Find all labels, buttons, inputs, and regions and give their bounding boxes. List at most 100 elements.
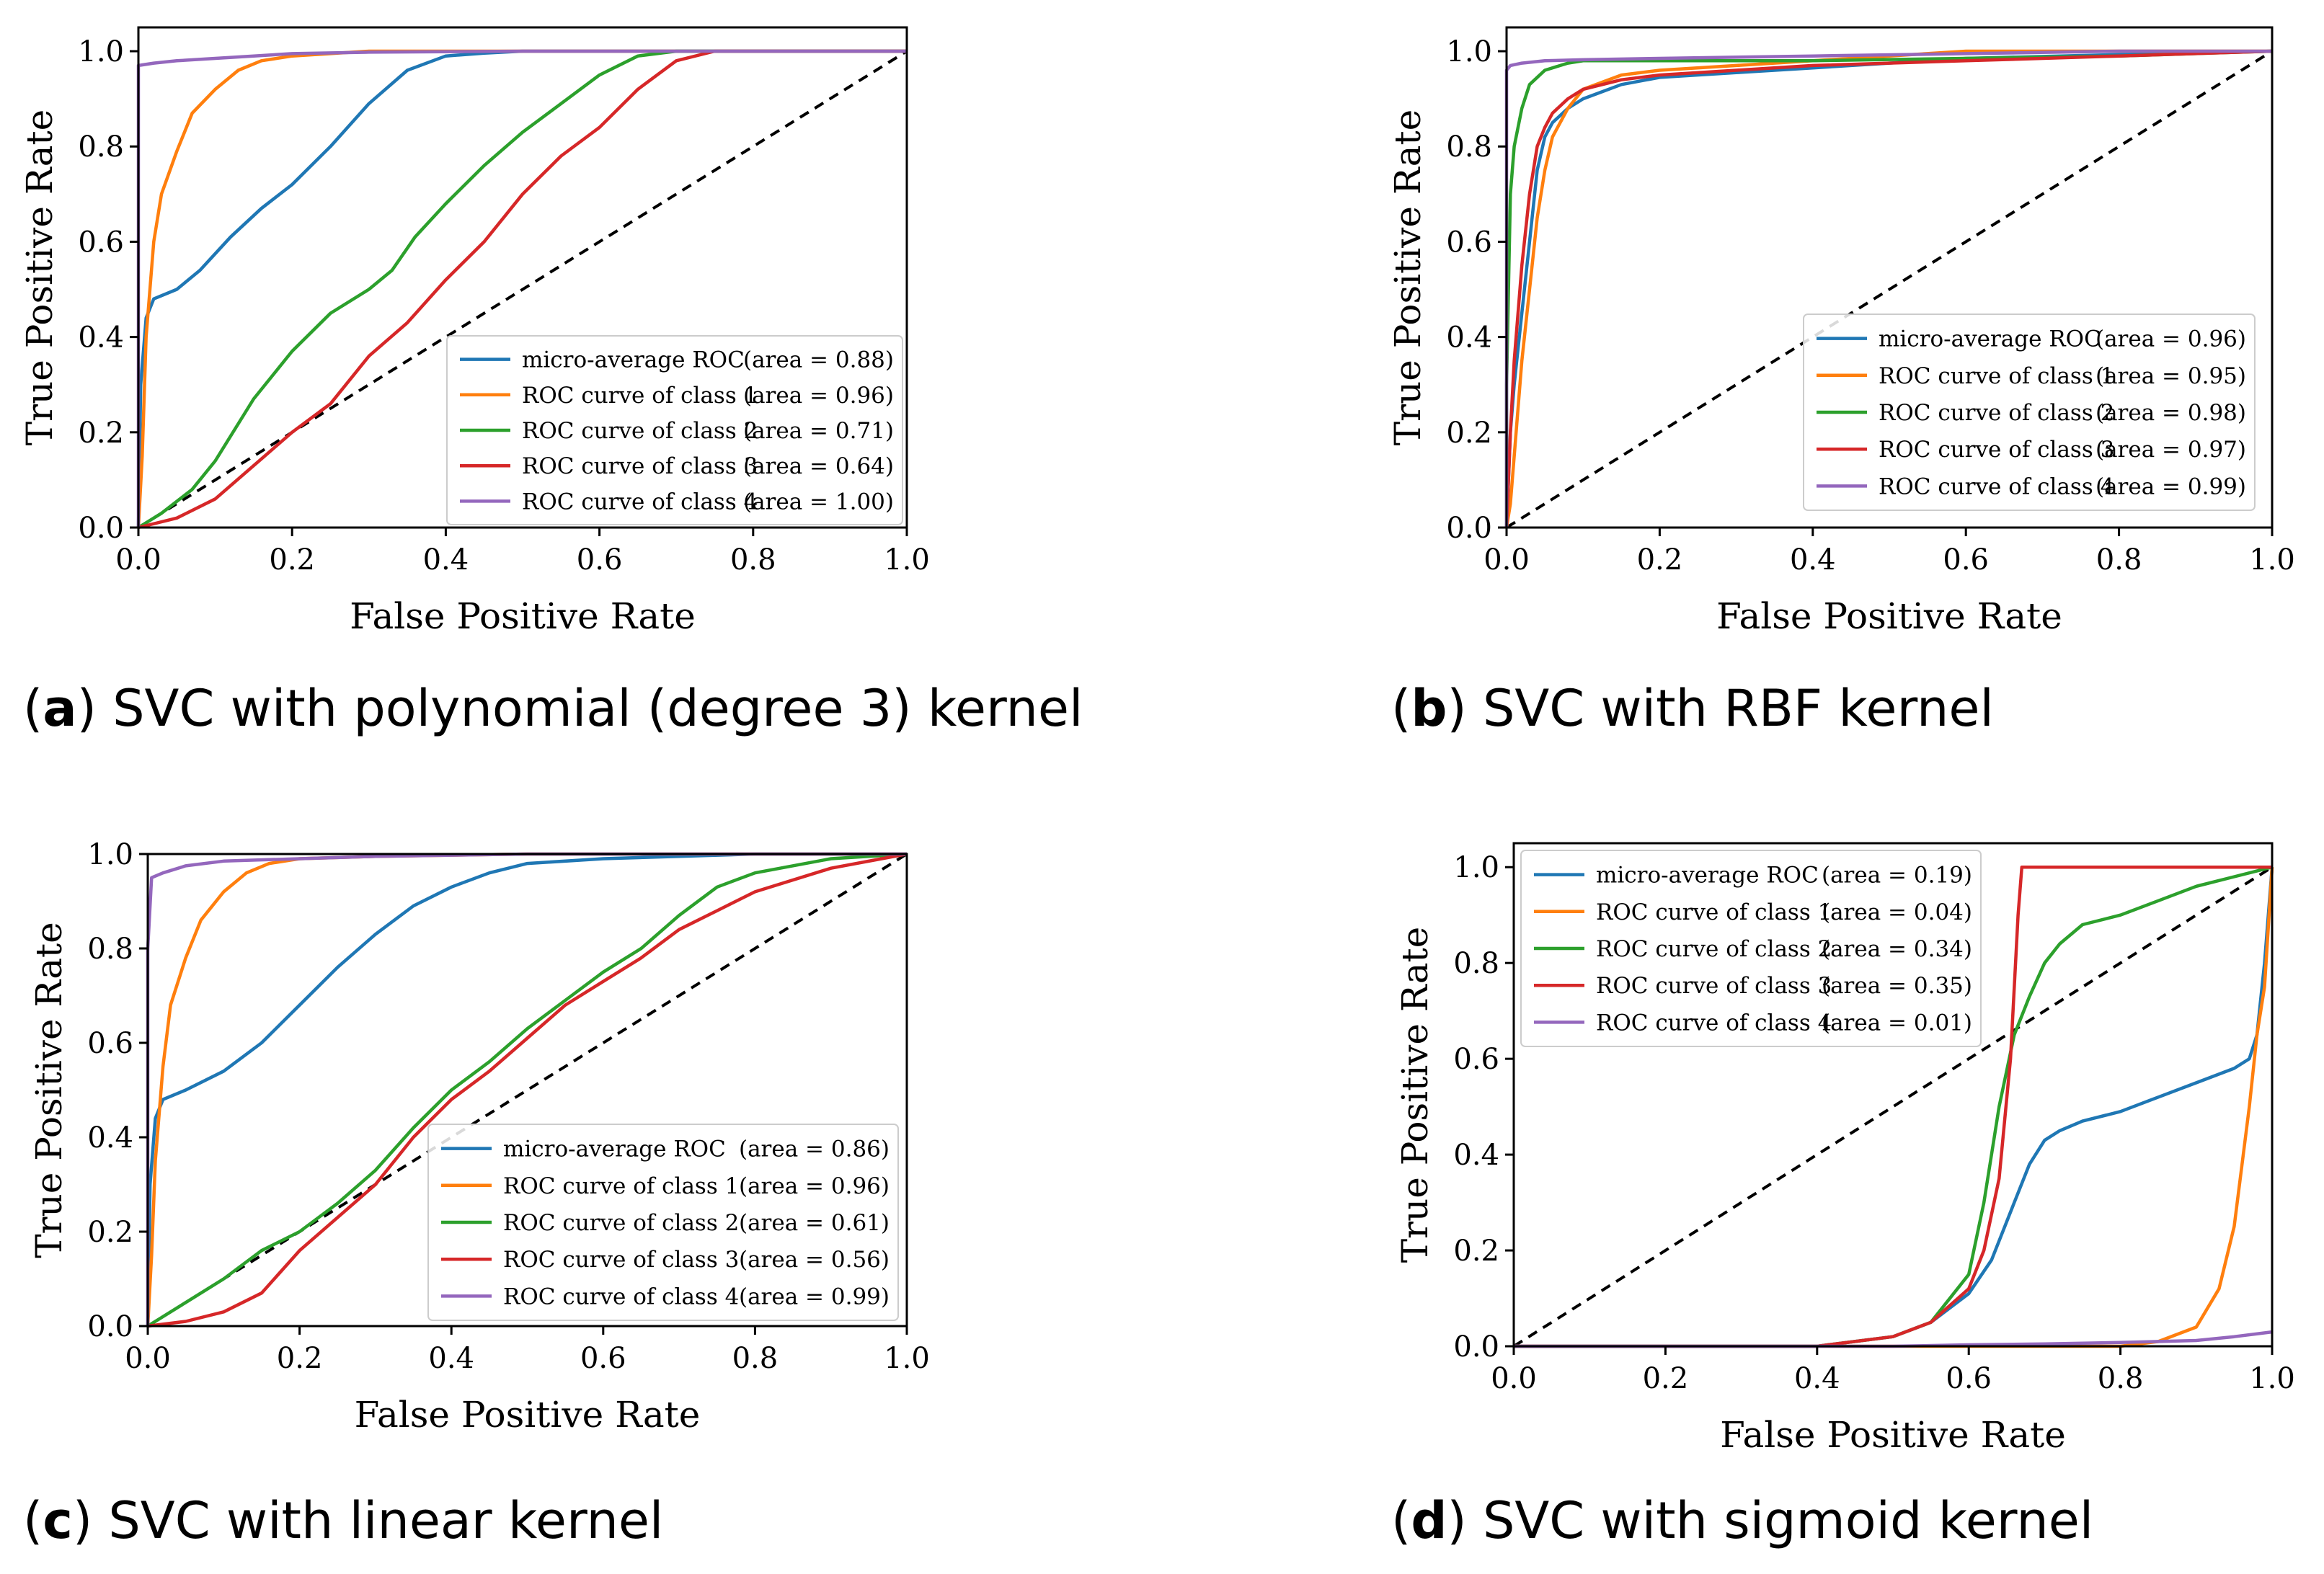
y-tick-label: 0.6 [1453,1043,1499,1076]
legend-label: ROC curve of class 1 [1596,899,1832,925]
y-axis-label: True Positive Rate [28,922,70,1258]
y-tick-label: 1.0 [78,35,124,68]
legend-box [1520,850,1982,1047]
caption-c-letter: c [43,1491,73,1550]
x-tick-label: 0.0 [1483,543,1530,577]
legend-label: micro-average ROC [1879,326,2101,352]
caption-b-letter: b [1411,679,1447,738]
x-tick-label: 0.8 [730,543,776,577]
y-axis-label: True Positive Rate [19,110,61,445]
series-line-class4 [136,49,907,528]
legend-area: (area = 0.34) [1822,936,1972,962]
y-tick-label: 0.0 [1453,1330,1499,1364]
legend-label: ROC curve of class 4 [522,489,758,515]
legend-label: ROC curve of class 1 [503,1173,739,1199]
caption-a-letter: a [43,679,77,738]
legend-area: (area = 0.96) [739,1173,890,1199]
caption-b-text: SVC with RBF kernel [1482,679,1994,738]
series-line-class4 [146,852,907,1326]
diagonal-reference-line [1505,50,2274,529]
legend-area: (area = 0.99) [2095,473,2246,499]
x-tick-label: 0.2 [1637,543,1683,577]
x-tick-label: 0.8 [732,1342,779,1375]
x-tick-label: 1.0 [2249,1362,2295,1395]
caption-b: (b) SVC with RBF kernel [1391,679,1994,738]
x-tick-label: 0.4 [423,543,469,577]
y-tick-label: 0.2 [1453,1235,1499,1268]
plot-frame [1512,842,2274,1348]
legend-label: ROC curve of class 3 [1879,437,2114,463]
x-axis-label: False Positive Rate [1720,1414,2066,1456]
y-tick-label: 0.6 [78,226,124,259]
legend-area: (area = 0.98) [2095,400,2246,426]
series-line-class4 [1514,1330,2273,1348]
series-line-class3 [1504,49,2273,528]
x-tick-label: 0.6 [1943,543,1989,577]
caption-a-text: SVC with polynomial (degree 3) kernel [112,679,1083,738]
x-tick-label: 1.0 [2249,543,2295,577]
legend-area: (area = 0.01) [1822,1010,1972,1036]
panel-a: 0.0 0.2 0.4 0.6 0.8 1.0 0.0 0.2 0.4 0.6 0.8 1.0 Fals… [19,26,930,637]
y-tick-label: 0.2 [87,1216,133,1249]
y-axis-label: True Positive Rate [1387,110,1429,445]
diagonal-reference-line [1512,866,2274,1348]
legend-label: ROC curve of class 4 [1879,473,2114,499]
legend: micro-average ROC(area = 0.96) ROC curve … [1803,314,2256,511]
panel-b: 0.0 0.2 0.4 0.6 0.8 1.0 0.0 0.2 0.4 0.6 0.8 1.0 Fals… [1387,26,2295,637]
x-tick-label: 0.2 [269,543,315,577]
legend-label: ROC curve of class 4 [1596,1010,1832,1036]
series-line-class2 [1504,49,2273,528]
y-tick-label: 0.4 [1446,321,1492,355]
y-tick-label: 0.8 [78,130,124,164]
y-tick-label: 0.8 [1453,947,1499,980]
caption-d-text: SVC with sigmoid kernel [1482,1491,2094,1550]
x-tick-label: 1.0 [884,543,930,577]
y-tick-label: 1.0 [87,838,133,871]
x-tick-label: 0.4 [428,1342,474,1375]
legend-area: (area = 1.00) [743,489,894,515]
legend-label: micro-average ROC [503,1137,726,1162]
y-tick-label: 1.0 [1446,35,1492,68]
legend-area: (area = 0.96) [2095,326,2246,352]
legend-label: ROC curve of class 3 [503,1247,739,1273]
legend-label: ROC curve of class 1 [522,383,758,409]
x-tick-label: 0.4 [1790,543,1836,577]
panel-d: 0.0 0.2 0.4 0.6 0.8 1.0 0.0 0.2 0.4 0.6 0.8 1.0 Fals… [1394,842,2295,1456]
y-tick-label: 0.4 [1453,1139,1499,1172]
y-tick-label: 0.8 [1446,130,1492,164]
x-tick-label: 0.0 [115,543,161,577]
x-tick-label: 0.6 [1946,1362,1992,1395]
y-tick-label: 0.0 [87,1310,133,1343]
x-tick-label: 0.2 [277,1342,323,1375]
y-tick-label: 0.4 [78,321,124,355]
panel-c: 0.0 0.2 0.4 0.6 0.8 1.0 0.0 0.2 0.4 0.6 0.8 1.0 Fals… [28,838,930,1436]
legend-label: ROC curve of class 2 [1879,400,2114,426]
series-line-class3 [138,49,907,530]
y-axis-label: True Positive Rate [1394,927,1436,1263]
legend-label: micro-average ROC [1596,863,1819,889]
x-tick-label: 0.6 [580,1342,626,1375]
y-tick-label: 0.0 [1446,512,1492,545]
legend-area: (area = 0.88) [743,347,894,373]
caption-c-text: SVC with linear kernel [108,1491,664,1550]
legend: micro-average ROC(area = 0.88) ROC curve … [446,335,903,525]
legend-label: ROC curve of class 2 [522,418,758,444]
legend: micro-average ROC (area = 0.19) ROC curve … [1520,850,1982,1047]
x-tick-label: 1.0 [884,1342,930,1375]
diagonal-reference-line [146,853,908,1328]
legend-label: micro-average ROC [522,347,745,373]
series-line-class1 [1514,867,2274,1348]
legend-label: ROC curve of class 1 [1879,363,2114,389]
caption-c: (c) SVC with linear kernel [23,1491,664,1550]
legend-label: ROC curve of class 3 [1596,973,1832,999]
x-tick-label: 0.6 [577,543,623,577]
y-tick-label: 0.4 [87,1121,133,1155]
x-tick-label: 0.0 [1491,1362,1537,1395]
plot-frame [146,853,908,1328]
plot-frame [1505,26,2274,529]
y-tick-label: 0.8 [87,933,133,966]
legend-area: (area = 0.95) [2095,363,2246,389]
legend-area: (area = 0.56) [739,1247,890,1273]
